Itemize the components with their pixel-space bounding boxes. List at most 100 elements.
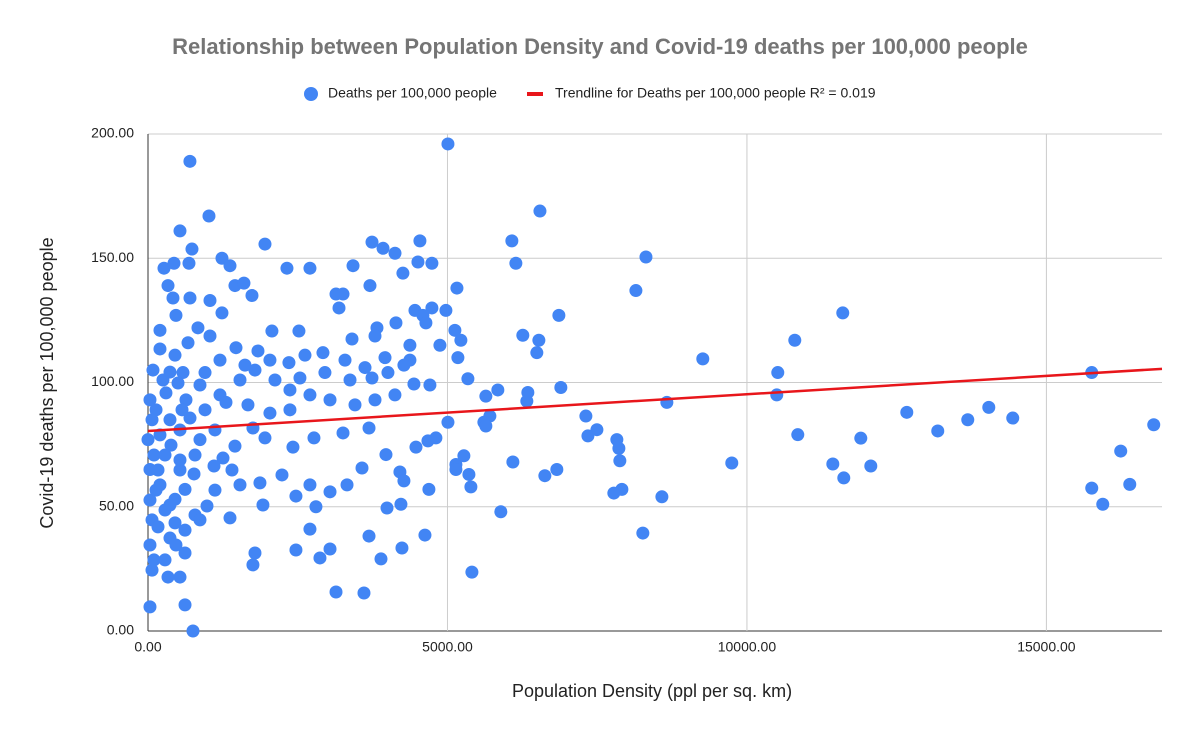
point bbox=[248, 363, 262, 377]
point bbox=[388, 388, 402, 402]
point bbox=[494, 505, 508, 519]
point bbox=[363, 279, 377, 293]
point bbox=[396, 266, 410, 280]
point bbox=[164, 438, 178, 452]
point bbox=[163, 531, 177, 545]
point bbox=[448, 323, 462, 337]
point bbox=[251, 344, 265, 358]
point bbox=[1006, 411, 1020, 425]
point bbox=[449, 462, 463, 476]
point bbox=[207, 459, 221, 473]
x-axis-title: Population Density (ppl per sq. km) bbox=[512, 681, 792, 701]
point bbox=[146, 363, 160, 377]
point bbox=[612, 441, 626, 455]
point bbox=[345, 332, 359, 346]
legend-marker bbox=[527, 92, 543, 96]
point bbox=[183, 291, 197, 305]
point bbox=[348, 398, 362, 412]
point bbox=[770, 388, 784, 402]
point bbox=[550, 462, 564, 476]
point bbox=[151, 463, 165, 477]
point bbox=[931, 424, 945, 438]
point bbox=[407, 377, 421, 391]
point bbox=[552, 308, 566, 322]
point bbox=[771, 366, 785, 380]
point bbox=[338, 353, 352, 367]
point bbox=[223, 259, 237, 273]
x-tick-label: 15000.00 bbox=[1017, 639, 1076, 655]
point bbox=[362, 421, 376, 435]
point bbox=[203, 293, 217, 307]
point bbox=[182, 256, 196, 270]
point bbox=[219, 395, 233, 409]
point bbox=[178, 598, 192, 612]
point bbox=[425, 301, 439, 315]
point bbox=[161, 279, 175, 293]
point bbox=[441, 415, 455, 429]
point bbox=[336, 287, 350, 301]
point bbox=[188, 448, 202, 462]
point bbox=[464, 480, 478, 494]
point bbox=[506, 455, 520, 469]
point bbox=[696, 352, 710, 366]
point bbox=[173, 453, 187, 467]
y-tick-label: 100.00 bbox=[91, 373, 134, 389]
point bbox=[655, 490, 669, 504]
point bbox=[303, 261, 317, 275]
point bbox=[1114, 444, 1128, 458]
point bbox=[203, 329, 217, 343]
point bbox=[241, 398, 255, 412]
point bbox=[491, 383, 505, 397]
point bbox=[149, 483, 163, 497]
point bbox=[147, 448, 161, 462]
point bbox=[248, 546, 262, 560]
point bbox=[268, 373, 282, 387]
point bbox=[376, 241, 390, 255]
point bbox=[169, 308, 183, 322]
point bbox=[198, 403, 212, 417]
point bbox=[441, 137, 455, 151]
point bbox=[533, 204, 547, 218]
point bbox=[183, 411, 197, 425]
point bbox=[323, 542, 337, 556]
point bbox=[358, 361, 372, 375]
point bbox=[451, 351, 465, 365]
point bbox=[365, 235, 379, 249]
point bbox=[166, 291, 180, 305]
point bbox=[185, 242, 199, 256]
point bbox=[173, 463, 187, 477]
point bbox=[141, 433, 155, 447]
point bbox=[253, 476, 267, 490]
point bbox=[215, 306, 229, 320]
x-tick-label: 5000.00 bbox=[422, 639, 473, 655]
point bbox=[378, 351, 392, 365]
point bbox=[365, 371, 379, 385]
point bbox=[395, 541, 409, 555]
point bbox=[158, 553, 172, 567]
point bbox=[613, 454, 627, 468]
point bbox=[418, 528, 432, 542]
point bbox=[454, 333, 468, 347]
point bbox=[175, 403, 189, 417]
point bbox=[450, 281, 464, 295]
point bbox=[286, 440, 300, 454]
point bbox=[607, 486, 621, 500]
point bbox=[178, 482, 192, 496]
point bbox=[193, 378, 207, 392]
point bbox=[725, 456, 739, 470]
point bbox=[368, 393, 382, 407]
point bbox=[178, 523, 192, 537]
point bbox=[173, 570, 187, 584]
point bbox=[316, 346, 330, 360]
point bbox=[143, 393, 157, 407]
point bbox=[313, 551, 327, 565]
point bbox=[149, 403, 163, 417]
point bbox=[258, 237, 272, 251]
point bbox=[639, 250, 653, 264]
point bbox=[145, 413, 159, 427]
point bbox=[233, 478, 247, 492]
point bbox=[191, 321, 205, 335]
point bbox=[245, 289, 259, 303]
point bbox=[179, 393, 193, 407]
point bbox=[1123, 477, 1137, 491]
